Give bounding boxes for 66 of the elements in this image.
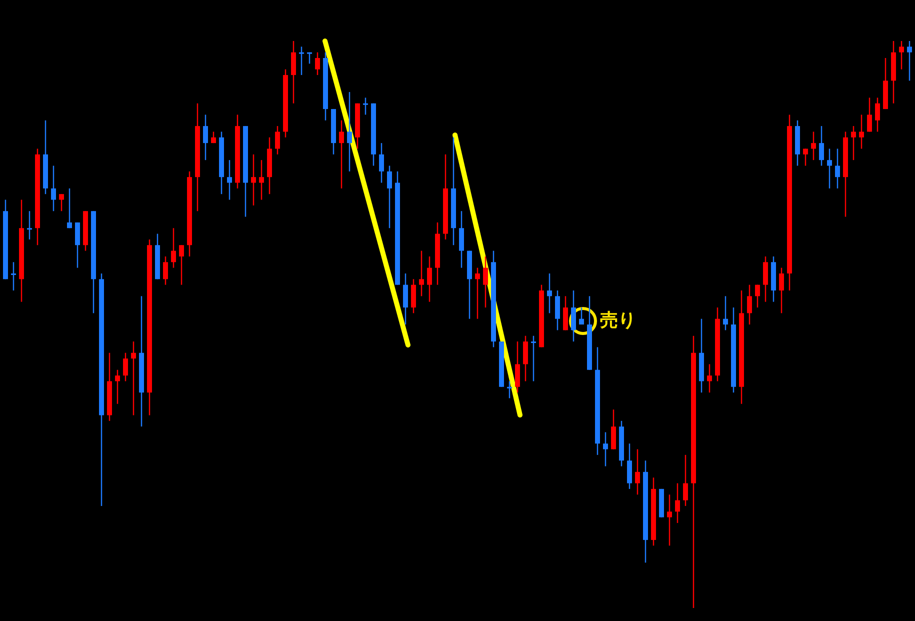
candlestick [867,97,872,132]
candlestick [667,494,672,546]
candlestick [579,306,584,326]
candlestick [779,267,784,314]
candlestick [347,91,352,172]
candlestick [555,290,560,331]
candlestick [755,284,760,308]
annotation: 売り [600,309,636,332]
candlestick [547,272,552,314]
candlestick [907,41,912,82]
candlestick [339,120,344,190]
candlestick [179,244,184,286]
candlestick [203,114,208,161]
candlestick [379,142,384,184]
candlestick [531,335,536,382]
candlestick [299,46,304,76]
candlestick [859,114,864,150]
candlestick [811,131,816,161]
candlestick [747,284,752,326]
candlestick [483,256,488,308]
candlestick [131,340,136,416]
candlestick [315,52,320,76]
candlestick [163,256,168,286]
candlestick [459,210,464,268]
candlestick [563,296,568,331]
candlestick [683,454,688,507]
candlestick [827,148,832,190]
candlestick [387,165,392,229]
candlestick [819,125,824,166]
candlestick [259,159,264,200]
candlestick [363,97,368,116]
candlestick [171,228,176,268]
candlestick [707,364,712,394]
candlestick [123,352,128,382]
candlestick [475,267,480,320]
candlestick [75,222,80,268]
candlestick [507,380,512,399]
candlestick [723,296,728,331]
candlestick [875,97,880,132]
candlestick [803,148,808,166]
candlestick [427,256,432,302]
candlestick [275,125,280,155]
candlestick [835,148,840,190]
candlestick [611,408,616,450]
candlestick [51,165,56,212]
candlestick [403,272,408,326]
candlestick [419,250,424,297]
candlestick [899,41,904,70]
candlestick [227,159,232,200]
candlestick [627,442,632,490]
candlestick [571,290,576,342]
candlestick [251,154,256,206]
candlestick [603,432,608,467]
candlestick [291,41,296,104]
candlestick [11,262,16,292]
candlestick [763,256,768,302]
candlestick [27,210,32,240]
candlestick [635,448,640,496]
candlestick [515,340,520,394]
candlestick [411,278,416,314]
candlestick [67,188,72,229]
candlestick [59,193,64,212]
candlestick [523,335,528,382]
candlestick [115,369,120,404]
candlestick [851,125,856,161]
candlestick [675,482,680,524]
